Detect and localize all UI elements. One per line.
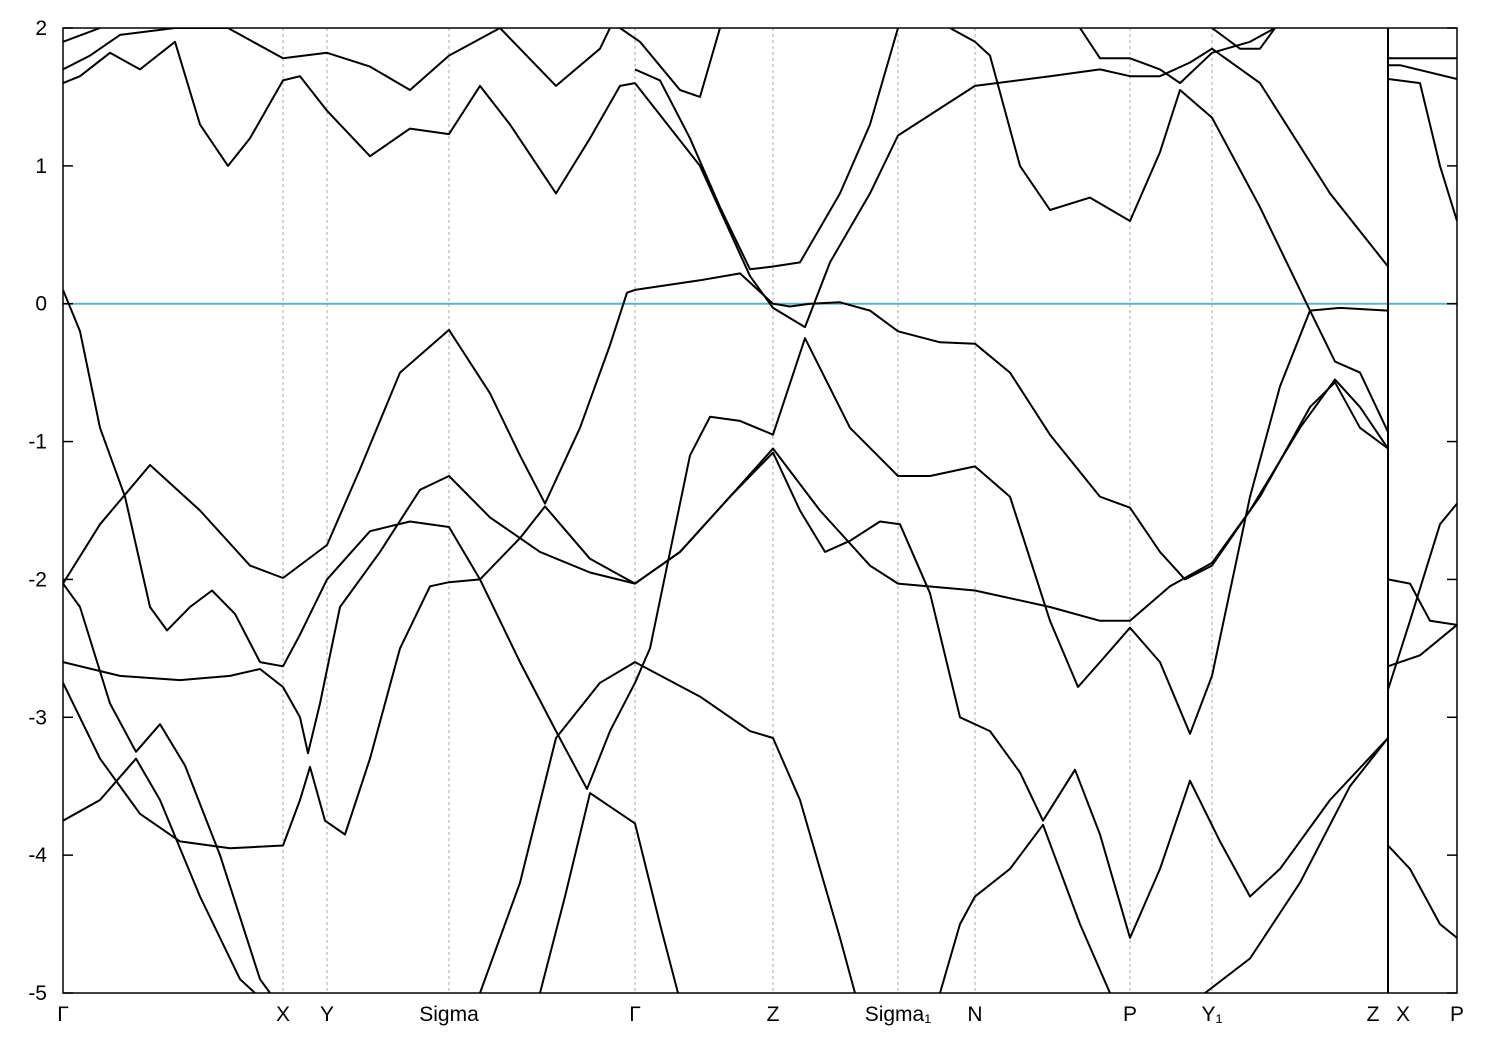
plot-frame	[62, 27, 1458, 994]
x-tick-label: X	[1396, 1003, 1410, 1026]
x-tick-label: Sigma	[419, 1003, 479, 1026]
band	[1211, 28, 1276, 50]
band	[1079, 28, 1276, 85]
x-tick-label: N	[967, 1003, 982, 1026]
band	[619, 28, 721, 98]
x-tick-label: P	[1450, 1003, 1464, 1026]
x-tick-label: Sigma₁	[865, 1003, 932, 1026]
y-tick-label: 1	[35, 155, 47, 178]
band	[499, 28, 611, 87]
band	[1387, 502, 1457, 691]
x-tick-label: X	[276, 1003, 290, 1026]
band	[1387, 78, 1457, 222]
x-tick-label: Z	[767, 1003, 780, 1026]
band	[63, 28, 501, 91]
band	[63, 757, 256, 993]
band	[1387, 578, 1457, 626]
band	[1387, 624, 1457, 668]
y-tick-label: 2	[35, 17, 47, 40]
band	[539, 792, 679, 993]
y-tick-label: -4	[28, 844, 47, 867]
band	[63, 28, 101, 43]
band	[939, 823, 1111, 993]
band	[63, 289, 1389, 790]
bands	[63, 28, 1457, 993]
band	[479, 661, 856, 993]
grid	[282, 28, 1213, 993]
band	[634, 28, 899, 271]
band	[63, 40, 1389, 329]
band	[63, 583, 271, 993]
x-tick-label: Y	[320, 1003, 334, 1026]
band	[949, 28, 1389, 433]
y-tick-label: 0	[35, 293, 47, 316]
x-tick-label: P	[1123, 1003, 1137, 1026]
y-tick-label: -3	[28, 706, 47, 729]
band	[1388, 64, 1457, 80]
y-tick-label: -2	[28, 568, 47, 591]
band	[1387, 844, 1457, 939]
band	[1204, 737, 1389, 993]
band	[63, 451, 1389, 939]
y-tick-label: -1	[28, 431, 47, 454]
y-tick-label: -5	[28, 982, 47, 1005]
x-tick-label: Γ	[57, 1003, 69, 1026]
x-tick-label: Z	[1367, 1003, 1380, 1026]
x-tick-label: Γ	[629, 1003, 641, 1026]
band	[63, 381, 1389, 755]
x-tick-label: Y₁	[1201, 1003, 1222, 1026]
band	[63, 272, 1389, 585]
